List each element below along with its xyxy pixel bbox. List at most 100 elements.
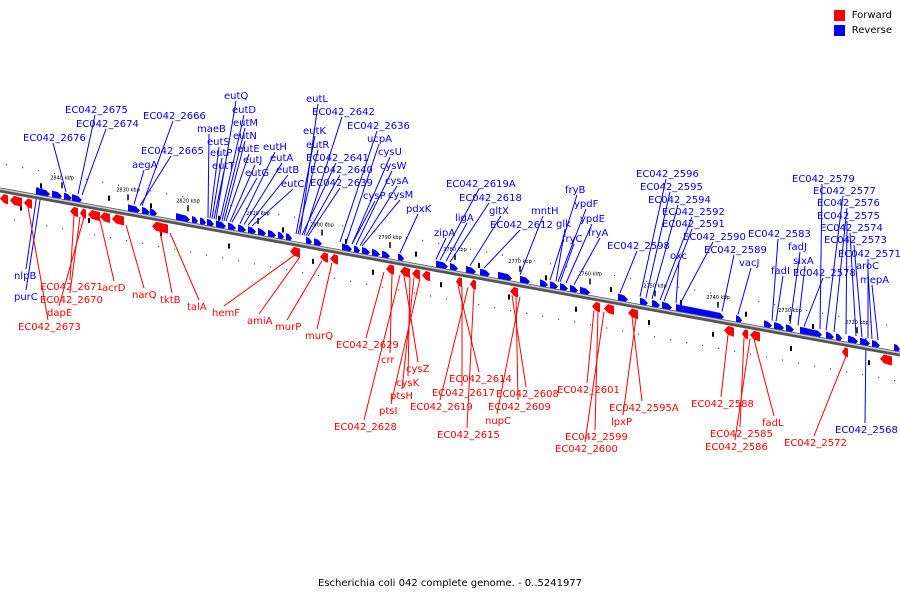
scale-dot [150, 190, 152, 192]
scale-dot [758, 301, 760, 303]
forward-gene-label: ptsH [390, 391, 413, 402]
forward-gene-label: acrD [102, 283, 126, 294]
scale-dot [678, 286, 680, 288]
reverse-leader-line [243, 162, 283, 225]
scale-dot [174, 248, 176, 250]
reverse-gene-label: EC042_2642 [312, 107, 375, 118]
scale-dot [430, 295, 432, 297]
forward-gene [290, 246, 300, 258]
forward-gene [112, 214, 124, 226]
scale-dot [350, 280, 352, 282]
forward-leader-line [739, 337, 745, 428]
scale-dot [374, 231, 376, 233]
scale-dot [566, 266, 568, 268]
minor-tick [372, 269, 374, 275]
minor-tick [575, 306, 577, 312]
scale-dot [550, 263, 552, 265]
minor-tick [440, 282, 442, 288]
forward-leader-line [584, 311, 605, 443]
reverse-gene-label: eutJ [243, 155, 262, 166]
reverse-gene-label: fadI [771, 266, 790, 277]
reverse-gene-label: fryB [565, 185, 586, 196]
reverse-gene-label: pdxK [406, 204, 432, 215]
reverse-gene-label: eutQ [224, 91, 248, 102]
forward-leader-line [159, 231, 173, 294]
reverse-leader-line [52, 142, 67, 193]
scale-dot [462, 301, 464, 303]
forward-leader-line [27, 207, 49, 321]
minor-tick [648, 320, 650, 326]
scale-dot [262, 210, 264, 212]
forward-gene [152, 221, 168, 234]
reverse-gene-label: ypdF [574, 199, 599, 210]
scale-dot [398, 289, 400, 291]
reverse-gene-label: eutP [210, 148, 232, 159]
forward-gene [750, 330, 760, 342]
forward-gene-label: EC042_2615 [437, 430, 500, 441]
forward-leader-line [753, 339, 775, 417]
reverse-gene-label: EC042_2665 [141, 146, 204, 157]
minor-tick [88, 218, 90, 224]
reverse-leader-line [439, 188, 480, 261]
tick-label: 2780 kbp [443, 247, 467, 253]
reverse-leader-line [867, 270, 873, 339]
reverse-gene-label: zipA [434, 228, 455, 239]
reverse-gene-label: EC042_2579 [792, 174, 855, 185]
scale-dot [102, 181, 104, 183]
reverse-gene-label: EC042_2598 [607, 241, 670, 252]
scale-dot [590, 324, 592, 326]
reverse-leader-line [775, 275, 784, 322]
reverse-gene-label: EC042_2596 [636, 169, 699, 180]
minor-tick [610, 287, 612, 293]
scale-dot [190, 251, 192, 253]
scale-dot [526, 312, 528, 315]
reverse-leader-line [141, 120, 174, 207]
forward-gene-label: EC042_2585 [710, 429, 773, 440]
reverse-leader-line [307, 187, 341, 237]
scale-dot [654, 336, 656, 338]
minor-tick [812, 323, 814, 329]
forward-gene-label: EC042_2595A [609, 403, 679, 414]
forward-leader-line [316, 262, 333, 330]
forward-leader-line [69, 215, 75, 281]
forward-leader-line [258, 256, 301, 315]
scale-dot [286, 269, 288, 271]
reverse-leader-line [825, 195, 844, 331]
forward-gene [842, 347, 848, 358]
forward-leader-line [457, 285, 480, 373]
forward-gene-label: EC042_2601 [557, 385, 620, 396]
reverse-gene-label: EC042_2639 [310, 178, 373, 189]
scale-dot [182, 196, 184, 198]
forward-gene [604, 304, 614, 315]
reverse-gene-label: aroC [856, 261, 879, 272]
reverse-gene-label: mepA [860, 275, 889, 286]
scale-dot [798, 362, 800, 364]
reverse-leader-line [659, 216, 693, 301]
forward-gene-label: narQ [132, 290, 157, 301]
scale-dot [766, 356, 768, 358]
reverse-gene-label: EC042_2666 [143, 111, 206, 122]
reverse-leader-line [663, 228, 693, 302]
scale-dot [878, 376, 880, 379]
forward-gene [456, 277, 462, 288]
scale-dot [390, 234, 392, 236]
reverse-leader-line [301, 162, 337, 236]
forward-gene-label: EC042_2673 [18, 322, 81, 333]
reverse-leader-line [449, 202, 490, 263]
scale-dot [726, 295, 728, 297]
forward-leader-line [223, 255, 295, 307]
tick-label: 2760 kbp [578, 272, 602, 278]
reverse-leader-line [833, 207, 848, 333]
reverse-gene-label: EC042_2612 [490, 220, 553, 231]
reverse-leader-line [557, 208, 587, 282]
scale-dot [414, 292, 416, 294]
forward-gene [24, 198, 32, 209]
reverse-leader-line [133, 169, 145, 205]
reverse-gene-label: EC042_2589 [704, 245, 767, 256]
forward-gene [742, 329, 748, 340]
forward-gene-label: hemF [212, 308, 240, 319]
reverse-leader-line [483, 229, 521, 269]
reverse-leader-line [675, 260, 680, 304]
forward-gene [400, 266, 410, 278]
reverse-gene [676, 304, 724, 321]
